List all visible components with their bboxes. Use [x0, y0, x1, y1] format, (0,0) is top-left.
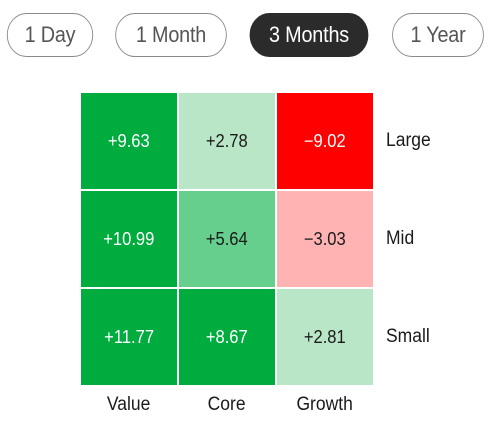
- column-label-core: Core: [208, 394, 246, 415]
- heatmap-cell-small-growth: +2.81: [277, 289, 373, 385]
- tab-1-month[interactable]: 1 Month: [115, 13, 227, 57]
- cell-value: +9.63: [108, 130, 150, 151]
- heatmap-cell-large-growth: −9.02: [277, 93, 373, 189]
- heatmap-cell-mid-growth: −3.03: [277, 191, 373, 287]
- row-label-small: Small: [386, 326, 430, 347]
- cell-value: +8.67: [206, 326, 248, 347]
- cell-value: +2.78: [206, 130, 248, 151]
- heatmap-cell-mid-value: +10.99: [81, 191, 177, 287]
- heatmap-cell-large-value: +9.63: [81, 93, 177, 189]
- column-label-growth: Growth: [296, 394, 354, 415]
- cell-value: +2.81: [304, 326, 346, 347]
- cell-value: +10.99: [103, 228, 155, 249]
- style-box-heatmap: +9.63 +2.78 −9.02 +10.99 +5.64 −3.03 +11…: [81, 93, 373, 385]
- cell-value: +5.64: [206, 228, 248, 249]
- period-tabs: 1 Day 1 Month 3 Months 1 Year: [0, 13, 490, 57]
- row-label-mid: Mid: [386, 228, 415, 249]
- heatmap-cell-large-core: +2.78: [179, 93, 275, 189]
- heatmap-cell-small-core: +8.67: [179, 289, 275, 385]
- cell-value: −3.03: [304, 228, 346, 249]
- heatmap-cell-mid-core: +5.64: [179, 191, 275, 287]
- tab-3-months[interactable]: 3 Months: [249, 13, 369, 57]
- tab-1-day[interactable]: 1 Day: [6, 13, 94, 57]
- column-label-value: Value: [107, 394, 151, 415]
- cell-value: +11.77: [104, 326, 154, 347]
- tab-1-year[interactable]: 1 Year: [392, 13, 484, 57]
- cell-value: −9.02: [304, 130, 346, 151]
- row-label-large: Large: [386, 130, 431, 151]
- heatmap-cell-small-value: +11.77: [81, 289, 177, 385]
